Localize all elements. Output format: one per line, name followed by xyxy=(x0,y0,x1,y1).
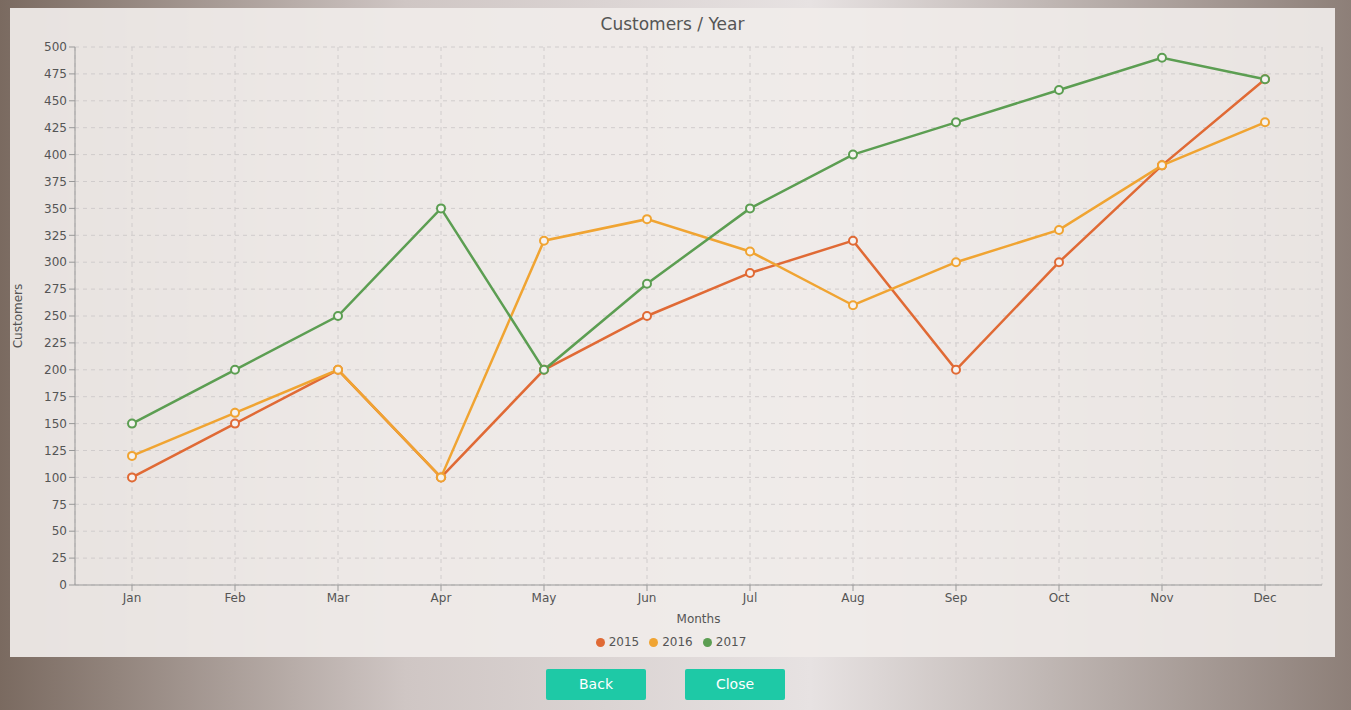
svg-text:275: 275 xyxy=(44,282,67,296)
html-text:2016: 2016 xyxy=(662,635,693,649)
html-text:Back: Back xyxy=(579,676,613,692)
svg-text:425: 425 xyxy=(44,121,67,135)
svg-text:Sep: Sep xyxy=(945,591,968,605)
svg-text:175: 175 xyxy=(44,390,67,404)
svg-text:Customers: Customers xyxy=(11,284,25,349)
svg-text:Dec: Dec xyxy=(1253,591,1276,605)
svg-text:325: 325 xyxy=(44,229,67,243)
svg-text:Apr: Apr xyxy=(431,591,452,605)
html-text:Customers / Year: Customers / Year xyxy=(600,14,745,34)
svg-text:Nov: Nov xyxy=(1150,591,1173,605)
svg-text:Jan: Jan xyxy=(122,591,142,605)
svg-text:225: 225 xyxy=(44,336,67,350)
html-text:2017: 2017 xyxy=(715,635,747,649)
svg-text:125: 125 xyxy=(44,444,67,458)
svg-text:300: 300 xyxy=(44,255,67,269)
svg-text:375: 375 xyxy=(44,175,67,189)
svg-text:Months: Months xyxy=(677,612,721,626)
svg-text:75: 75 xyxy=(52,498,67,512)
svg-text:Oct: Oct xyxy=(1049,591,1070,605)
svg-text:0: 0 xyxy=(59,578,67,592)
svg-text:450: 450 xyxy=(44,94,67,108)
svg-text:100: 100 xyxy=(44,471,67,485)
svg-text:475: 475 xyxy=(44,67,67,81)
svg-text:Jul: Jul xyxy=(742,591,757,605)
svg-text:150: 150 xyxy=(44,417,67,431)
svg-text:400: 400 xyxy=(44,148,67,162)
svg-text:25: 25 xyxy=(52,551,67,565)
svg-text:Aug: Aug xyxy=(841,591,864,605)
svg-text:500: 500 xyxy=(44,40,67,54)
svg-text:250: 250 xyxy=(44,309,67,323)
svg-text:Mar: Mar xyxy=(327,591,350,605)
html-text:2015: 2015 xyxy=(608,635,640,649)
svg-text:50: 50 xyxy=(52,524,67,538)
svg-text:Jun: Jun xyxy=(637,591,657,605)
html-text:Close: Close xyxy=(715,676,755,692)
svg-text:May: May xyxy=(532,591,557,605)
svg-text:Feb: Feb xyxy=(224,591,245,605)
svg-text:350: 350 xyxy=(44,202,67,216)
svg-text:200: 200 xyxy=(44,363,67,377)
